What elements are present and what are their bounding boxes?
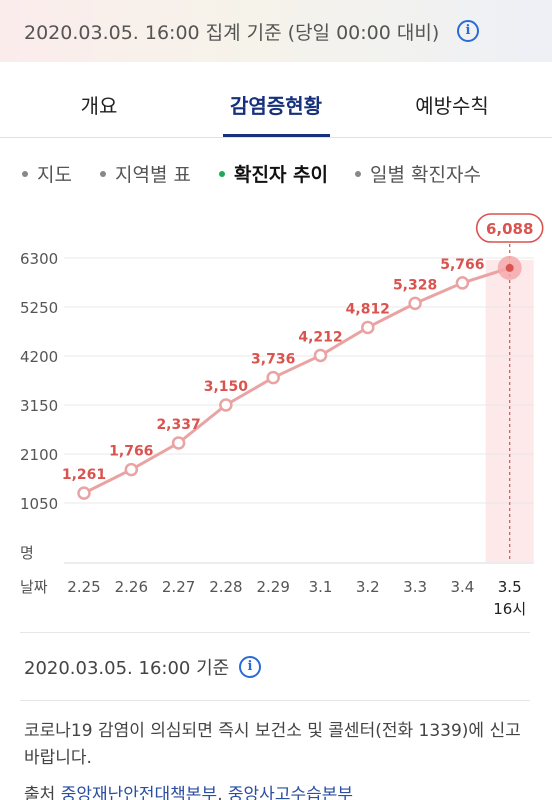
data-point [77,486,91,500]
divider [20,632,530,633]
x-tick-label: 2.25 [67,578,100,596]
x-tick-label: 3.2 [356,578,380,596]
subtab-confirmed-trend[interactable]: 확진자 추이 [219,160,328,187]
data-label: 6,088 [486,220,533,238]
subtab-daily-confirmed[interactable]: 일별 확진자수 [355,160,481,187]
data-basis: 2020.03.05. 16:00 기준 i [24,654,261,680]
data-label: 4,812 [346,301,390,317]
y-tick-label: 1050 [20,495,58,513]
chart-svg: 1050 2100 3150 4200 5250 6300 명 1,2611,7662,337… [20,213,544,618]
y-tick-label: 4200 [20,348,58,366]
tab-infection-status[interactable]: 감염증현황 [230,94,322,118]
x-axis-label: 날짜 [20,578,48,596]
subtab-daily-confirmed-label: 일별 확진자수 [370,164,481,186]
series-line [83,266,511,495]
data-point [505,263,514,272]
subtab-region-table[interactable]: 지역별 표 [100,160,191,187]
y-tick-label: 3150 [20,397,58,415]
data-label: 5,328 [393,277,437,293]
data-label: 3,736 [251,352,295,368]
info-icon[interactable]: i [457,20,479,42]
x-tick-label: 2.26 [115,578,148,596]
subtab-map-label: 지도 [37,164,72,186]
source-prefix: 출처 [24,785,56,800]
data-point [219,398,233,412]
source-link-ccdmh[interactable]: 중앙사고수습본부 [227,785,354,800]
x-tick-label: 3.3 [403,578,427,596]
bullet-icon [100,170,106,177]
info-icon[interactable]: i [238,656,261,678]
data-point [171,436,186,450]
data-point [408,296,422,311]
data-point [313,348,328,363]
x-tick-label: 2.28 [209,578,242,596]
subtab-confirmed-trend-label: 확진자 추이 [234,164,329,186]
x-tick-sublabel: 16시 [493,600,526,618]
tab-prevention[interactable]: 예방수칙 [415,94,489,118]
data-label: 5,766 [440,257,484,273]
x-tick-label: 3.1 [309,578,333,596]
update-timestamp: 2020.03.05. 16:00 집계 기준 (당일 00:00 대비) [24,22,440,44]
data-label: 1,766 [109,444,153,460]
y-tick-label: 6300 [20,250,58,268]
data-label: 2,337 [156,417,200,433]
data-point [455,276,470,290]
divider [20,700,530,701]
main-tabs: 개요 감염증현황 예방수칙 [0,62,552,138]
subtab-map[interactable]: 지도 [22,160,72,187]
active-tab-indicator [223,134,330,137]
x-tick-label: 3.4 [450,578,474,596]
data-point [266,370,280,385]
report-notice: 코로나19 감염이 의심되면 즉시 보건소 및 콜센터(전화 1339)에 신고… [24,721,521,768]
y-tick-label: 2100 [20,446,58,464]
confirmed-trend-chart: 1050 2100 3150 4200 5250 6300 명 1,261 1,766 2,337… [0,200,552,620]
y-axis-label: 명 [20,544,34,562]
data-basis-text: 2020.03.05. 16:00 기준 [24,658,230,679]
data-point [124,462,139,477]
source-line: 출처 중앙재난안전대책본부, 중앙사고수습본부 [24,780,353,800]
x-tick-label: 3.5 [498,578,522,596]
subtab-region-table-label: 지역별 표 [115,164,191,186]
x-tick-label: 2.29 [256,578,289,596]
update-banner: 2020.03.05. 16:00 집계 기준 (당일 00:00 대비) i [0,0,552,62]
bullet-icon [219,170,225,177]
bullet-icon [22,170,28,177]
tab-overview[interactable]: 개요 [80,94,118,118]
data-label: 3,150 [204,379,249,395]
source-link-cdscheadquarters[interactable]: 중앙재난안전대책본부 [60,785,218,800]
x-tick-label: 2.27 [162,578,195,596]
bullet-icon [355,170,361,177]
data-point [361,320,375,335]
data-label: 1,261 [62,467,106,483]
highlight-label-box [475,213,544,243]
data-label: 4,212 [298,329,342,345]
y-tick-label: 5250 [20,299,58,317]
